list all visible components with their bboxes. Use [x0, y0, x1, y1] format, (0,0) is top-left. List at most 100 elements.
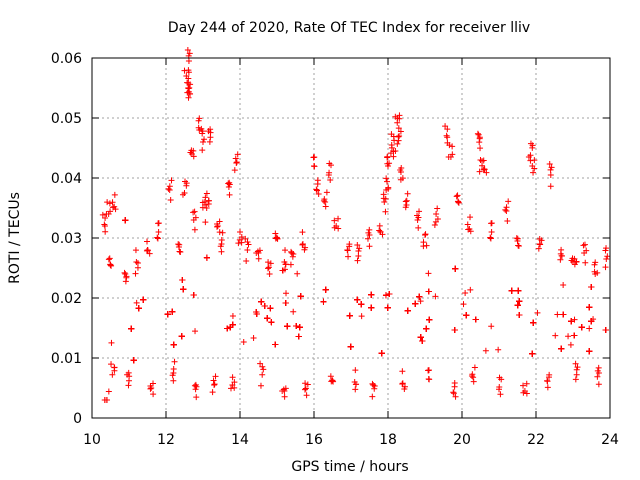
data-point [128, 325, 135, 332]
data-point [290, 308, 297, 315]
data-point [258, 298, 265, 305]
data-point-cluster [388, 144, 395, 151]
data-point-cluster [245, 241, 252, 248]
data-point-cluster [497, 391, 504, 398]
data-point-cluster [103, 210, 110, 217]
data-point-cluster [455, 199, 462, 206]
data-point-cluster [352, 386, 359, 393]
data-point-cluster [335, 225, 342, 232]
data-point-cluster [414, 212, 421, 219]
data-point [530, 319, 537, 326]
data-point-cluster [201, 136, 208, 143]
data-point-cluster [154, 234, 161, 241]
data-point-cluster [195, 117, 202, 124]
data-point-cluster [487, 234, 494, 241]
data-point [203, 254, 210, 261]
x-tick-label: 18 [379, 432, 397, 448]
data-point-cluster [279, 387, 286, 394]
data-point-cluster [102, 228, 109, 235]
data-point-outlier [155, 229, 162, 235]
data-point [419, 337, 426, 344]
data-point-cluster [108, 262, 115, 269]
data-point-cluster [503, 204, 510, 211]
data-point [178, 333, 185, 340]
data-point-cluster [242, 235, 249, 242]
data-point-cluster [537, 241, 544, 248]
data-point-cluster [444, 126, 451, 133]
data-point-cluster [595, 381, 602, 388]
data-point-cluster [216, 229, 223, 236]
data-point [432, 293, 439, 300]
data-point-cluster [450, 390, 457, 397]
y-tick-label: 0.03 [51, 231, 82, 247]
data-point-cluster [267, 260, 274, 267]
axis-ticks [91, 57, 611, 419]
data-point-outlier [433, 211, 440, 217]
data-point-cluster [483, 169, 490, 176]
data-point [122, 217, 129, 224]
data-point-cluster [214, 220, 221, 227]
data-point-cluster [531, 165, 538, 172]
data-point-cluster [569, 255, 576, 262]
data-point-cluster [382, 208, 389, 215]
data-point-cluster [282, 247, 289, 254]
data-point-cluster [479, 162, 486, 169]
data-point-cluster [147, 382, 154, 389]
data-point-cluster [445, 153, 452, 160]
data-point-cluster [272, 235, 279, 242]
data-point-cluster [399, 381, 406, 388]
data-point-cluster [154, 235, 161, 242]
data-point-cluster [132, 270, 139, 277]
y-tick-label: 0.02 [51, 291, 82, 307]
y-tick-label: 0.06 [51, 51, 82, 67]
data-point [515, 287, 522, 294]
data-point-cluster [231, 379, 238, 386]
data-point-cluster [481, 166, 488, 173]
x-axis-title: GPS time / hours [291, 459, 408, 475]
data-point-cluster [226, 181, 233, 188]
data-point-cluster [218, 236, 225, 243]
data-point [358, 301, 365, 308]
data-point-cluster [527, 140, 534, 147]
data-point-cluster [322, 203, 329, 210]
data-point-cluster [471, 364, 478, 371]
data-point-cluster [102, 214, 109, 221]
data-points [99, 47, 611, 403]
data-point-cluster [212, 373, 219, 380]
data-point-outlier [299, 241, 306, 247]
data-point-outlier [203, 205, 210, 211]
data-point-cluster [345, 253, 352, 260]
data-point-cluster [329, 377, 336, 384]
data-point-cluster [364, 235, 371, 242]
data-point-cluster [101, 397, 108, 403]
data-point [554, 311, 561, 318]
data-point-cluster [181, 67, 188, 74]
data-point-cluster [195, 124, 202, 131]
data-point-cluster [469, 371, 476, 378]
data-point-cluster [594, 269, 601, 276]
data-point-cluster [323, 189, 330, 196]
data-point-cluster [176, 241, 183, 248]
data-point-cluster [167, 196, 174, 203]
data-point-outlier [547, 172, 554, 178]
data-point-cluster [416, 208, 423, 215]
data-point-outlier [422, 232, 428, 238]
data-point [382, 292, 389, 299]
data-point-cluster [144, 247, 151, 254]
data-point-cluster [376, 227, 383, 234]
x-tick-label: 10 [83, 432, 101, 448]
data-point-cluster [487, 235, 494, 242]
y-tick-labels: 0 0.01 0.02 0.03 0.04 0.05 0.06 [51, 51, 82, 427]
data-point-cluster [434, 215, 441, 222]
data-point-outlier [237, 229, 243, 235]
data-point-cluster [211, 381, 218, 388]
data-point-cluster [169, 372, 176, 379]
data-point [495, 346, 502, 353]
data-point [586, 325, 593, 332]
data-point [568, 318, 575, 325]
data-point [294, 270, 301, 277]
data-point-cluster [176, 248, 183, 255]
data-point-cluster [255, 255, 262, 262]
data-point [180, 286, 187, 293]
data-point-outlier [303, 392, 310, 399]
